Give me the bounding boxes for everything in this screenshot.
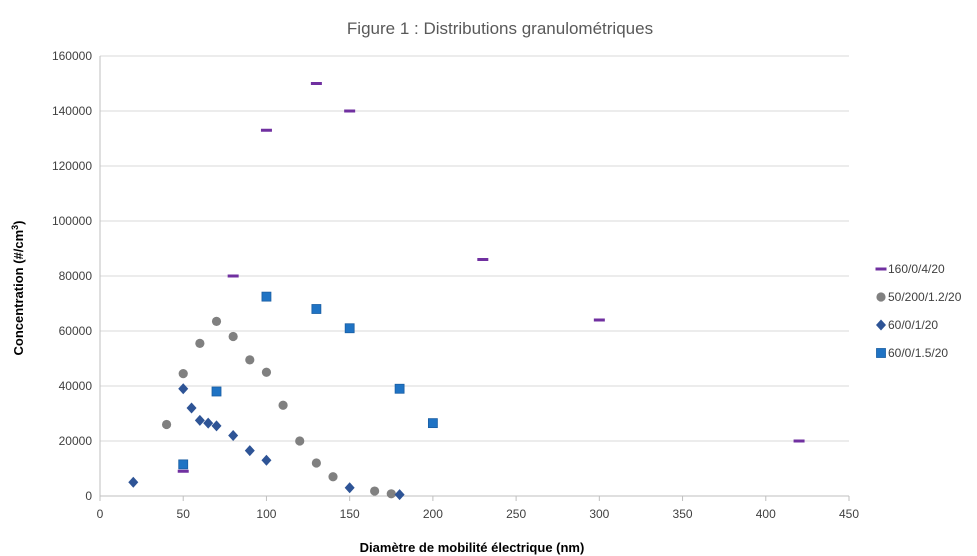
x-tick-label: 0 [97,507,104,521]
chart-title: Figure 1 : Distributions granulométrique… [347,19,653,38]
x-tick-label: 350 [673,507,693,521]
x-tick-label: 100 [256,507,276,521]
data-point-series-2 [262,368,271,377]
data-point-series-4 [212,387,221,396]
data-point-series-2 [179,369,188,378]
data-point-series-3 [178,383,188,394]
y-tick-label: 140000 [52,104,92,118]
data-point-series-4 [428,419,437,428]
data-point-series-3 [261,455,271,466]
data-point-series-1 [178,470,189,473]
legend-label-series-4: 60/0/1.5/20 [888,346,948,360]
legend-marker-series-1 [876,268,887,271]
data-point-series-2 [370,486,379,495]
legend-label-series-1: 160/0/4/20 [888,262,945,276]
x-tick-label: 450 [839,507,859,521]
data-point-series-1 [261,129,272,132]
data-point-series-2 [328,472,337,481]
legend: 160/0/4/20 50/200/1.2/20 60/0/1/20 60/0/1.5… [876,262,962,360]
data-point-series-3 [203,418,213,429]
legend-label-series-2: 50/200/1.2/20 [888,290,962,304]
x-axis-title: Diamètre de mobilité électrique (nm) [360,540,585,555]
data-point-series-4 [179,460,188,469]
x-tick-label: 250 [506,507,526,521]
y-axis-title-main: Concentration (#/cm [11,230,26,356]
data-point-series-4 [262,292,271,301]
y-tick-label: 80000 [59,269,93,283]
y-tick-label: 100000 [52,214,92,228]
data-point-series-3 [395,489,405,500]
y-tick-label: 0 [85,489,92,503]
x-tick-label: 400 [756,507,776,521]
x-tick-labels: 0 50 100 150 200 250 300 350 400 450 [97,507,860,521]
x-tick-label: 300 [589,507,609,521]
data-point-series-2 [312,458,321,467]
legend-marker-series-3 [876,320,886,331]
data-point-series-2 [245,355,254,364]
y-axis-title: Concentration (#/cm3) [10,220,26,355]
y-axis-title-end: ) [11,220,26,224]
data-point-series-1 [311,82,322,85]
data-point-series-1 [228,275,239,278]
legend-marker-series-4 [877,349,886,358]
data-point-series-3 [128,477,138,488]
data-point-series-2 [387,489,396,498]
y-tick-label: 160000 [52,49,92,63]
y-tick-label: 120000 [52,159,92,173]
data-point-series-1 [344,110,355,113]
data-point-series-3 [345,482,355,493]
data-point-series-3 [212,420,222,431]
data-point-series-3 [187,403,197,414]
data-point-series-3 [245,445,255,456]
y-tick-label: 40000 [59,379,93,393]
data-point-series-2 [278,401,287,410]
data-point-series-2 [229,332,238,341]
data-point-series-1 [477,258,488,261]
gridlines [100,56,849,441]
data-point-series-4 [395,384,404,393]
x-tick-label: 50 [177,507,191,521]
y-tick-labels: 0 20000 40000 60000 80000 100000 120000 140000 1… [52,49,92,503]
data-point-series-2 [212,317,221,326]
data-points [128,82,804,500]
legend-marker-series-2 [876,292,885,301]
y-tick-label: 60000 [59,324,93,338]
data-point-series-2 [195,339,204,348]
data-point-series-4 [312,305,321,314]
x-tick-label: 200 [423,507,443,521]
data-point-series-4 [345,324,354,333]
data-point-series-2 [162,420,171,429]
data-point-series-1 [594,319,605,322]
x-tick-label: 150 [340,507,360,521]
data-point-series-2 [295,436,304,445]
legend-label-series-3: 60/0/1/20 [888,318,938,332]
axes [100,56,849,501]
data-point-series-1 [794,440,805,443]
data-point-series-3 [195,415,205,426]
data-point-series-3 [228,430,238,441]
y-tick-label: 20000 [59,434,93,448]
